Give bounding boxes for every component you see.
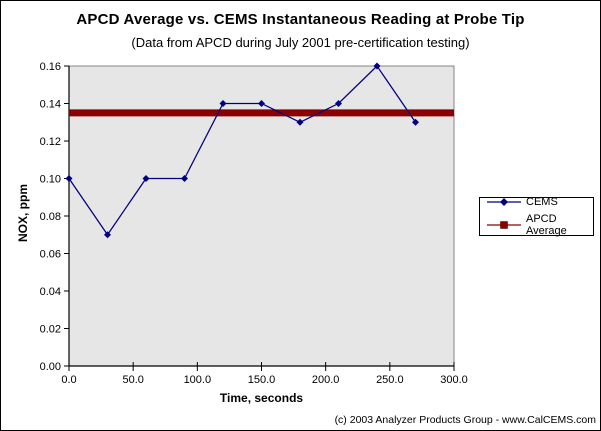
cems-marker	[296, 118, 304, 126]
legend-item-apcd-average: APCD Average	[487, 213, 593, 237]
y-tick-label: 0.08	[40, 211, 61, 223]
y-tick-label: 0.02	[40, 324, 61, 336]
cems-marker	[412, 118, 419, 126]
chart-title: APCD Average vs. CEMS Instantaneous Read…	[76, 11, 525, 28]
x-tick-label: 50.0	[122, 374, 143, 386]
x-tick-label: 250.0	[376, 374, 404, 386]
cems-legend-marker-icon	[487, 198, 521, 206]
y-tick-label: 0.00	[40, 361, 61, 373]
cems-marker	[335, 100, 342, 107]
x-axis-title: Time, seconds	[219, 391, 304, 405]
cems-line	[68, 65, 417, 236]
x-tick-label: 150.0	[248, 374, 276, 386]
cems-marker	[219, 100, 227, 107]
x-tick-label: 0.0	[61, 374, 76, 386]
x-tick-label: 300.0	[440, 374, 468, 386]
x-tick-label: 100.0	[184, 374, 212, 386]
cems-marker	[373, 62, 381, 70]
cems-marker	[104, 231, 111, 239]
y-tick-label: 0.16	[40, 61, 61, 73]
legend-box: CEMS APCD Average	[479, 196, 594, 237]
apcd-legend-marker-icon	[487, 221, 521, 229]
y-axis-title: NOX, ppm	[16, 183, 30, 243]
y-tick-label: 0.10	[40, 174, 61, 186]
legend-label-cems: CEMS	[526, 196, 558, 208]
legend-item-cems: CEMS	[487, 196, 593, 208]
legend-label-apcd-average: APCD Average	[526, 213, 567, 237]
y-tick-label: 0.12	[40, 136, 61, 148]
chart-subtitle: (Data from APCD during July 2001 pre-cer…	[131, 35, 470, 50]
cems-marker	[142, 175, 150, 182]
x-tick-label: 200.0	[312, 374, 340, 386]
y-tick-label: 0.06	[40, 249, 61, 261]
cems-marker	[258, 100, 265, 107]
cems-marker	[181, 175, 188, 182]
y-tick-label: 0.04	[40, 286, 61, 298]
y-tick-label: 0.14	[40, 99, 61, 111]
copyright-text: (c) 2003 Analyzer Products Group - www.C…	[334, 414, 596, 426]
cems-marker	[65, 175, 73, 182]
